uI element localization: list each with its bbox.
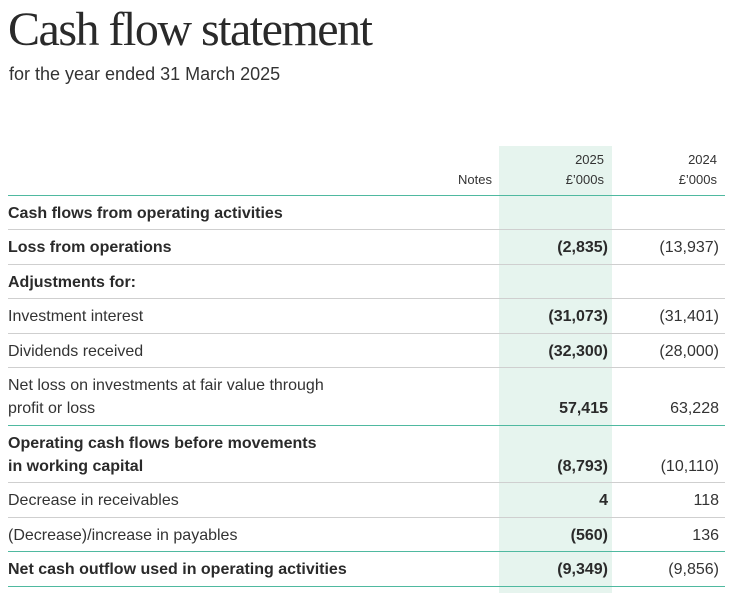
row-value-2025: 4 xyxy=(599,492,608,509)
row-label-net-loss-line-1: Net loss on investments at fair value th… xyxy=(8,377,324,394)
row-value-2024: 118 xyxy=(693,492,719,509)
subtotal-rule xyxy=(8,425,725,426)
row-value-2024: (13,937) xyxy=(659,239,719,256)
row-divider xyxy=(8,333,725,334)
row-divider xyxy=(8,517,725,518)
statement-subtitle: for the year ended 31 March 2025 xyxy=(9,64,281,84)
row-value-2025: (32,300) xyxy=(548,343,608,360)
row-value-2024: (9,856) xyxy=(668,561,719,578)
current-year-highlight xyxy=(499,146,612,593)
current-unit-header: £’000s xyxy=(565,172,604,187)
row-value-2024: 63,228 xyxy=(670,400,719,417)
row-label-dividends-received: Dividends received xyxy=(8,343,144,360)
row-value-2025: (8,793) xyxy=(557,458,608,475)
row-divider xyxy=(8,229,725,230)
prior-year-header: 2024 xyxy=(688,152,717,167)
row-value-2024: (31,401) xyxy=(659,308,719,325)
row-label-operating-cash-flows-line-2: in working capital xyxy=(8,458,144,475)
row-label-decrease-in-receivables: Decrease in receivables xyxy=(8,492,179,509)
notes-column-header: Notes xyxy=(458,172,492,187)
row-label-loss-from-operations: Loss from operations xyxy=(8,239,172,256)
row-label-net-loss-line-2: profit or loss xyxy=(8,400,96,417)
row-divider xyxy=(8,367,725,368)
row-value-2025: (9,349) xyxy=(557,561,608,578)
row-value-2024: (10,110) xyxy=(660,458,719,475)
row-value-2025: (560) xyxy=(570,527,608,544)
header-rule xyxy=(8,195,725,196)
row-label-adjustments: Adjustments for: xyxy=(8,274,136,291)
row-divider xyxy=(8,264,725,265)
row-label-investment-interest: Investment interest xyxy=(8,308,144,325)
total-rule xyxy=(8,586,725,587)
row-value-2025: 57,415 xyxy=(559,400,608,417)
row-value-2024: 136 xyxy=(692,527,719,544)
row-label-payables: (Decrease)/increase in payables xyxy=(8,527,238,544)
row-value-2025: (31,073) xyxy=(548,308,608,325)
row-divider xyxy=(8,482,725,483)
row-label-operating-cash-flows-line-1: Operating cash flows before movements xyxy=(8,435,317,452)
row-value-2025: (2,835) xyxy=(557,239,608,256)
row-label-net-cash-outflow: Net cash outflow used in operating activ… xyxy=(8,561,347,578)
row-value-2024: (28,000) xyxy=(659,343,719,360)
current-year-header: 2025 xyxy=(575,152,604,167)
subtotal-rule xyxy=(8,551,725,552)
statement-title: Cash flow statement xyxy=(8,3,373,56)
row-divider xyxy=(8,298,725,299)
section-heading-operating: Cash flows from operating activities xyxy=(8,205,283,222)
prior-unit-header: £’000s xyxy=(678,172,717,187)
